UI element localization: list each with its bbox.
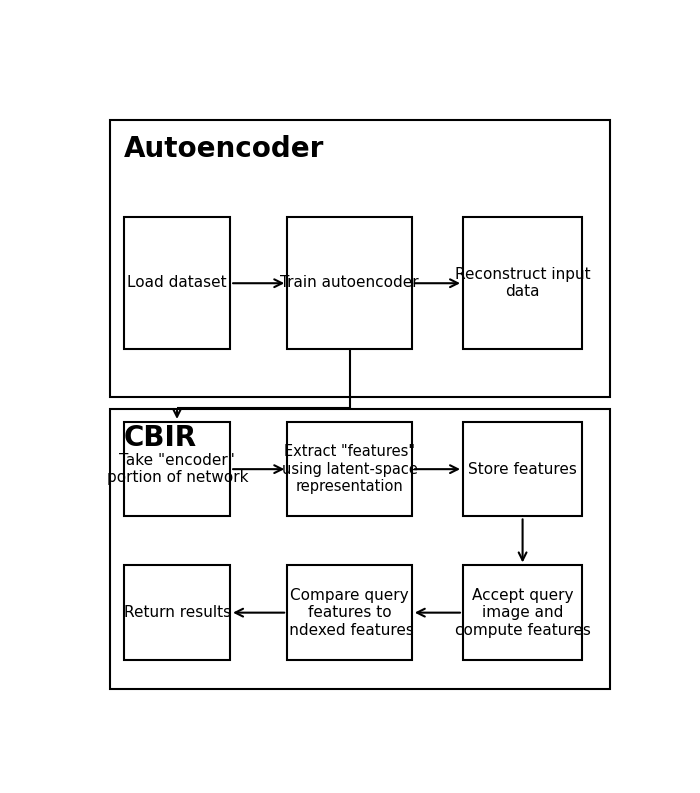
FancyBboxPatch shape	[463, 217, 582, 349]
Text: Accept query
image and
compute features: Accept query image and compute features	[454, 588, 591, 638]
Text: Take "encoder"
portion of network: Take "encoder" portion of network	[106, 453, 248, 485]
FancyBboxPatch shape	[287, 217, 412, 349]
Text: Return results: Return results	[124, 605, 231, 620]
Text: Reconstruct input
data: Reconstruct input data	[455, 266, 590, 299]
Text: Compare query
features to
indexed features: Compare query features to indexed featur…	[285, 588, 414, 638]
Text: Autoencoder: Autoencoder	[124, 135, 324, 163]
Text: Store features: Store features	[468, 462, 577, 477]
FancyBboxPatch shape	[287, 565, 412, 660]
FancyBboxPatch shape	[125, 422, 230, 516]
Text: CBIR: CBIR	[124, 424, 197, 452]
FancyBboxPatch shape	[463, 422, 582, 516]
FancyBboxPatch shape	[125, 217, 230, 349]
FancyBboxPatch shape	[287, 422, 412, 516]
FancyBboxPatch shape	[111, 120, 610, 397]
FancyBboxPatch shape	[125, 565, 230, 660]
Text: Train autoencoder: Train autoencoder	[280, 275, 419, 290]
Text: Load dataset: Load dataset	[127, 275, 227, 290]
FancyBboxPatch shape	[463, 565, 582, 660]
Text: Extract "features"
using latent-space
representation: Extract "features" using latent-space re…	[281, 444, 417, 494]
FancyBboxPatch shape	[111, 409, 610, 688]
